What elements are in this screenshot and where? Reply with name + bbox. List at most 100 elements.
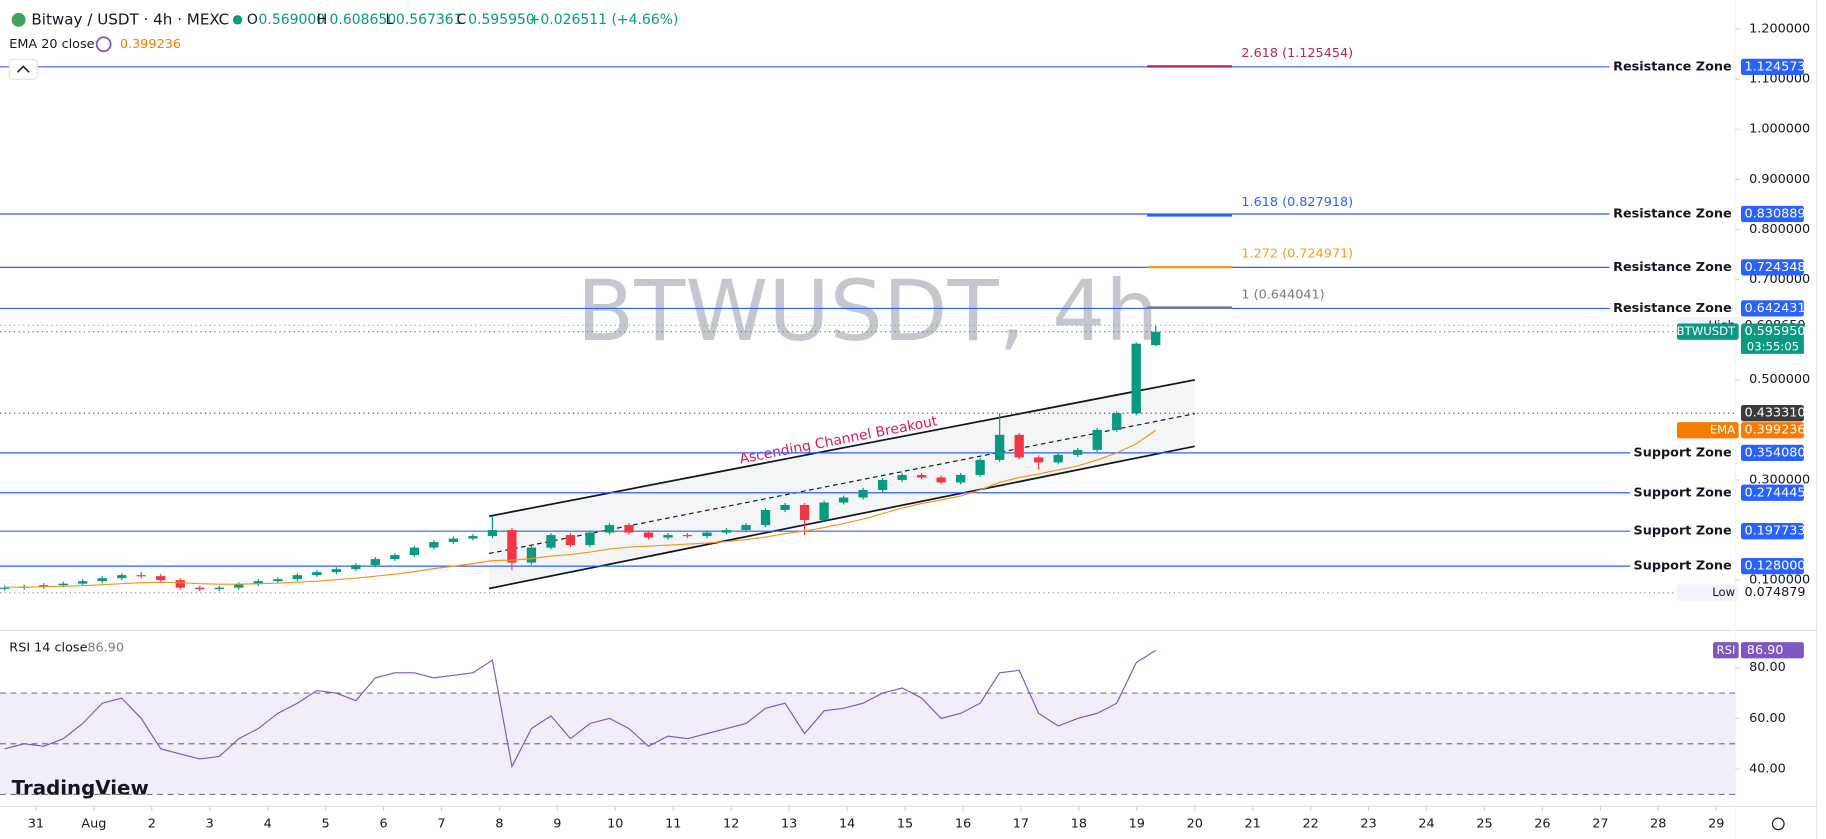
price-tag <box>1740 323 1804 340</box>
fib-label: 1 (0.644041) <box>1241 287 1324 302</box>
zone-price-tag <box>1740 300 1804 317</box>
candle-body <box>1151 331 1161 346</box>
candle-body <box>858 489 868 498</box>
candle-body <box>156 576 166 581</box>
fib-label: 1.618 (0.827918) <box>1241 195 1353 210</box>
candle-body <box>312 572 322 576</box>
zone-price-label: 0.830889 <box>1744 206 1805 221</box>
x-tick-label: 2 <box>148 816 156 831</box>
ema-line <box>4 429 1157 588</box>
x-tick-label: 5 <box>322 816 330 831</box>
zone-price-tag <box>1740 523 1804 540</box>
ohlc-key: O <box>247 12 258 28</box>
candle-body <box>702 532 712 537</box>
symbol: Bitway / USDT · 4h · MEXC <box>31 10 229 28</box>
ema-icon <box>95 36 112 53</box>
rsi-tag <box>1740 642 1804 659</box>
x-tick-label: 27 <box>1592 816 1608 831</box>
candle-body <box>526 547 537 563</box>
candle-body <box>78 581 88 584</box>
x-tick-label: 6 <box>379 816 387 831</box>
x-tick-label: Aug <box>81 816 106 831</box>
ohlc-key: C <box>457 12 467 28</box>
candle-body <box>1131 343 1141 414</box>
price-tag-name-bg <box>1676 584 1739 601</box>
candle-body <box>995 434 1005 460</box>
price-tag-name-bg <box>1676 323 1739 340</box>
candle-body <box>429 542 439 548</box>
zone-label: Resistance Zone <box>1613 301 1732 316</box>
x-tick-label: 23 <box>1360 816 1376 831</box>
candle-body <box>1034 457 1044 463</box>
watermark: BTWUSDT, 4h <box>577 262 1159 360</box>
price-tag-name: Low <box>1712 585 1735 599</box>
x-tick-label: 21 <box>1245 816 1261 831</box>
price-tag <box>1740 422 1804 439</box>
rsi-y-tick-label: 40.00 <box>1749 762 1786 777</box>
candle-body <box>370 559 381 566</box>
candle-body <box>214 587 224 590</box>
candle-body <box>565 535 576 546</box>
y-tick-label: 0.800000 <box>1749 222 1810 237</box>
candle-body <box>936 477 946 483</box>
zone-price-label: 1.124573 <box>1744 59 1805 74</box>
y-tick-label: 0.500000 <box>1749 372 1810 387</box>
rsi-name-tag <box>1713 642 1739 659</box>
rsi-y-tick-label: 80.00 <box>1749 660 1786 675</box>
x-tick-label: 24 <box>1418 816 1434 831</box>
zone-label-bg <box>1609 58 1736 76</box>
ohlc-value: 0.569000 <box>259 12 326 28</box>
x-tick-label: 18 <box>1071 816 1087 831</box>
zone-label-bg <box>1630 557 1736 575</box>
candle-body <box>97 578 107 582</box>
fib-label: 2.618 (1.125454) <box>1241 46 1353 61</box>
collapse-button[interactable] <box>8 58 38 80</box>
y-tick-label: 1.000000 <box>1749 122 1810 137</box>
candle-body <box>1073 449 1083 455</box>
x-tick-label: 11 <box>665 816 681 831</box>
candle-body <box>975 459 985 475</box>
x-tick-label: 4 <box>264 816 272 831</box>
candle-body <box>1014 434 1024 458</box>
y-tick-label: 0.100000 <box>1749 573 1810 588</box>
x-tick-label: 28 <box>1650 816 1666 831</box>
zone-label-bg <box>1630 523 1736 540</box>
zone-label-bg <box>1630 444 1736 462</box>
rsi-band <box>0 693 1736 795</box>
candle-body <box>1112 413 1122 430</box>
zone-label: Support Zone <box>1634 524 1732 539</box>
price-tag-label: 0.074879 <box>1744 585 1805 600</box>
rsi-legend-value: 86.90 <box>87 640 124 655</box>
status-dot <box>232 15 243 25</box>
x-tick-label: 10 <box>607 816 623 831</box>
ema-legend-value: 0.399236 <box>120 37 181 52</box>
ohlc-key: H <box>317 12 328 28</box>
candle-body <box>663 535 673 538</box>
price-tag-label: 0.595950 <box>1744 324 1805 339</box>
x-tick-label: 15 <box>897 816 913 831</box>
x-tick-label: 25 <box>1476 816 1492 831</box>
rsi-name: RSI <box>1717 643 1736 657</box>
rsi-legend: RSI 14 close <box>9 640 87 655</box>
x-tick-label: 8 <box>495 816 503 831</box>
price-tag <box>1740 584 1804 601</box>
candle-body <box>604 525 615 533</box>
zone-label: Resistance Zone <box>1613 260 1732 275</box>
candle-body <box>760 510 771 526</box>
zone-label: Support Zone <box>1634 485 1732 500</box>
ohlc-value: 0.595950 <box>468 12 535 28</box>
candle-body <box>195 587 205 590</box>
zone-price-tag <box>1740 259 1804 276</box>
zone-price-label: 0.128000 <box>1744 559 1805 574</box>
fib-label: 1.272 (0.724971) <box>1241 247 1353 262</box>
x-tick-label: 20 <box>1187 816 1203 831</box>
x-tick-label: 13 <box>781 816 797 831</box>
price-tag-label: 0.433310 <box>1744 406 1805 421</box>
y-tick-label: 1.200000 <box>1749 22 1810 37</box>
zone-label-bg <box>1609 205 1736 223</box>
settings-icon[interactable] <box>1771 817 1785 831</box>
rsi-y-tick-label: 60.00 <box>1749 711 1786 726</box>
candle-body <box>351 565 361 570</box>
